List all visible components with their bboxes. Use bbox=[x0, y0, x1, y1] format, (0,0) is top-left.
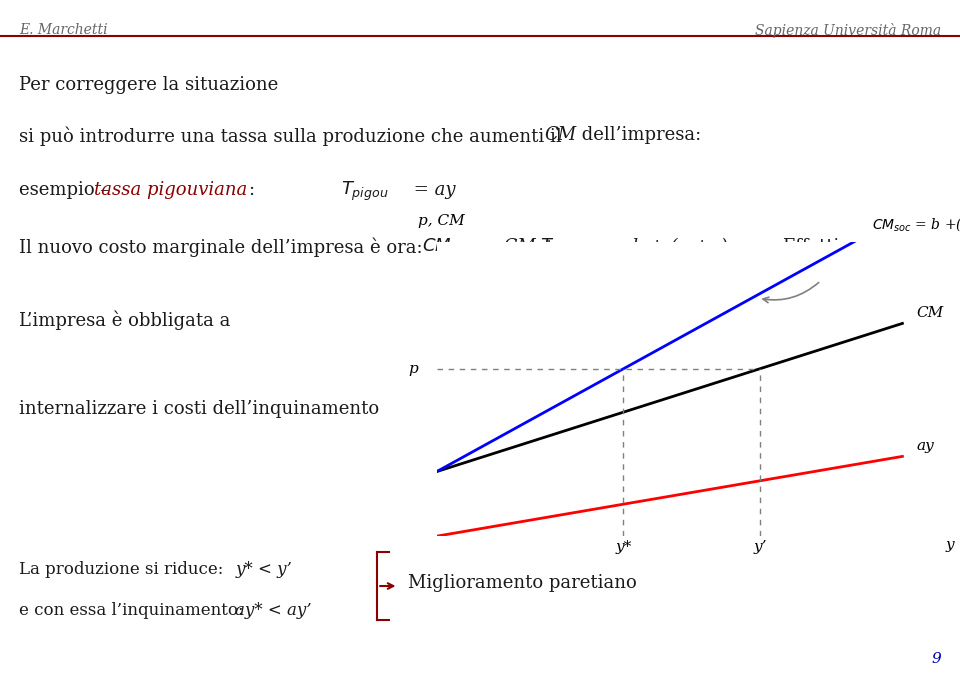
Text: Per correggere la situazione: Per correggere la situazione bbox=[19, 76, 278, 94]
Text: $CM_{soc}$ = b +(a+m)y: $CM_{soc}$ = b +(a+m)y bbox=[873, 215, 960, 234]
Text: y’: y’ bbox=[754, 540, 767, 554]
Text: CM: CM bbox=[544, 126, 576, 144]
Text: = b + (m+a)y: = b + (m+a)y bbox=[600, 238, 737, 256]
Text: y* < y’: y* < y’ bbox=[235, 561, 292, 579]
Text: ay* < ay’: ay* < ay’ bbox=[235, 602, 312, 619]
Text: Il nuovo costo marginale dell’impresa è ora:: Il nuovo costo marginale dell’impresa è … bbox=[19, 238, 422, 257]
Text: Effetti:: Effetti: bbox=[782, 238, 846, 255]
Text: e con essa l’inquinamento:: e con essa l’inquinamento: bbox=[19, 602, 244, 619]
Text: y: y bbox=[946, 538, 954, 552]
Text: La produzione si riduce:: La produzione si riduce: bbox=[19, 561, 224, 579]
Text: tassa pigouviana: tassa pigouviana bbox=[94, 181, 248, 199]
Text: L’impresa è obbligata a: L’impresa è obbligata a bbox=[19, 311, 230, 331]
Text: $CM_{soc}$: $CM_{soc}$ bbox=[422, 236, 473, 256]
Text: Miglioramento paretiano: Miglioramento paretiano bbox=[408, 574, 636, 591]
Text: p, CM: p, CM bbox=[418, 214, 465, 227]
Text: internalizzare i costi dell’inquinamento: internalizzare i costi dell’inquinamento bbox=[19, 400, 379, 417]
Text: CM: CM bbox=[917, 307, 944, 320]
Text: = ay: = ay bbox=[408, 181, 455, 199]
Text: y*: y* bbox=[615, 540, 632, 554]
Text: = CM +: = CM + bbox=[477, 238, 563, 255]
Text: si può introdurre una tassa sulla produzione che aumenti il: si può introdurre una tassa sulla produz… bbox=[19, 126, 567, 146]
Text: esempio –: esempio – bbox=[19, 181, 115, 199]
Text: :: : bbox=[248, 181, 253, 199]
Text: E. Marchetti: E. Marchetti bbox=[19, 23, 108, 36]
Text: ay: ay bbox=[917, 439, 934, 454]
Text: dell’impresa:: dell’impresa: bbox=[576, 126, 701, 144]
Text: 9: 9 bbox=[931, 652, 941, 666]
Text: $T_{pigou}$: $T_{pigou}$ bbox=[540, 236, 588, 260]
Text: p: p bbox=[408, 362, 418, 376]
Text: $T_{pigou}$: $T_{pigou}$ bbox=[341, 180, 389, 203]
Text: Sapienza Università Roma: Sapienza Università Roma bbox=[755, 23, 941, 38]
